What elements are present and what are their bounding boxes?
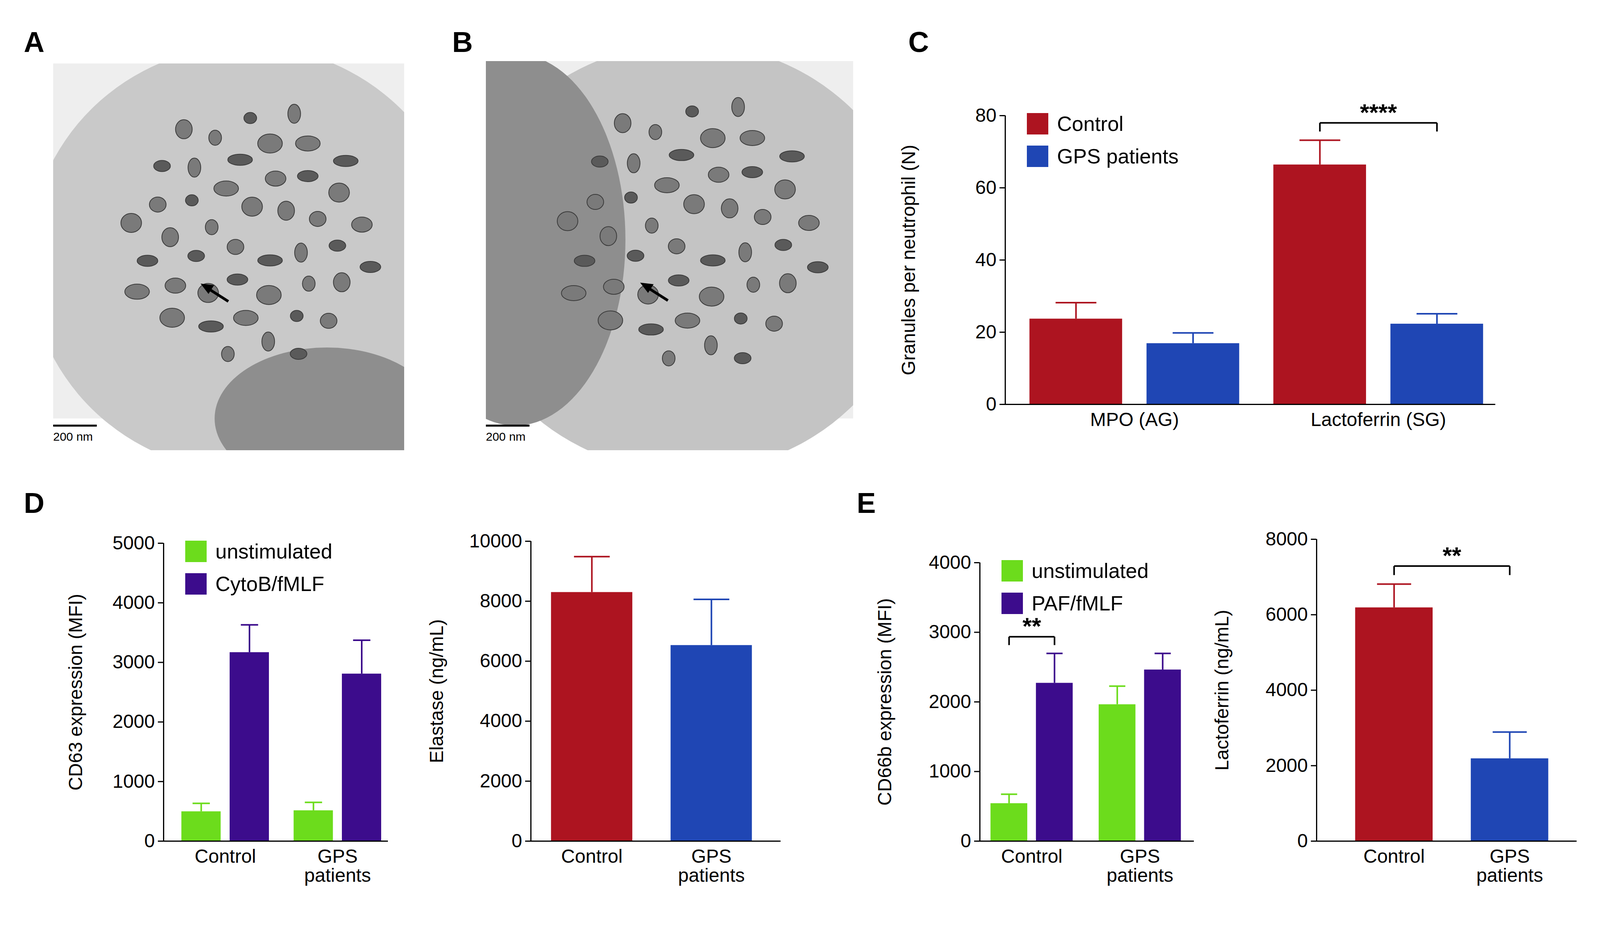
svg-text:200 nm: 200 nm bbox=[53, 429, 93, 444]
svg-text:Control: Control bbox=[1001, 845, 1063, 867]
html-text:CytoB/fMLF: CytoB/fMLF bbox=[215, 572, 325, 596]
svg-text:Lactoferrin (SG): Lactoferrin (SG) bbox=[1310, 408, 1447, 430]
svg-text:GPSpatients: GPSpatients bbox=[1476, 845, 1543, 886]
svg-text:2000: 2000 bbox=[1265, 754, 1309, 776]
svg-text:1000: 1000 bbox=[928, 760, 972, 782]
svg-text:Granules per neutrophil (N): Granules per neutrophil (N) bbox=[897, 144, 919, 376]
svg-text:CD66b expression (MFI): CD66b expression (MFI) bbox=[874, 598, 896, 806]
svg-text:2000: 2000 bbox=[928, 690, 972, 712]
svg-text:Control: Control bbox=[1363, 845, 1425, 867]
svg-text:****: **** bbox=[1360, 99, 1398, 126]
svg-text:6000: 6000 bbox=[479, 650, 523, 672]
svg-text:200 nm: 200 nm bbox=[485, 429, 526, 444]
svg-text:10000: 10000 bbox=[469, 530, 522, 552]
svg-text:Elastase (ng/mL): Elastase (ng/mL) bbox=[425, 619, 448, 764]
html-text:Control: Control bbox=[1057, 112, 1124, 136]
svg-text:CD63 expression (MFI): CD63 expression (MFI) bbox=[65, 593, 87, 791]
svg-text:5000: 5000 bbox=[112, 532, 156, 554]
svg-text:0: 0 bbox=[960, 830, 972, 852]
html-text:C: C bbox=[908, 26, 929, 58]
svg-text:GPSpatients: GPSpatients bbox=[1106, 845, 1174, 886]
svg-text:8000: 8000 bbox=[479, 590, 523, 612]
svg-text:**: ** bbox=[1442, 542, 1462, 569]
svg-text:60: 60 bbox=[975, 176, 997, 198]
svg-text:2000: 2000 bbox=[479, 770, 523, 792]
html-text:unstimulated: unstimulated bbox=[215, 539, 333, 563]
svg-text:3000: 3000 bbox=[928, 621, 972, 643]
svg-text:MPO (AG): MPO (AG) bbox=[1089, 408, 1179, 430]
svg-text:4000: 4000 bbox=[1265, 679, 1309, 701]
svg-text:Control: Control bbox=[194, 845, 257, 867]
html-text:A: A bbox=[23, 26, 45, 58]
html-text:PAF/fMLF: PAF/fMLF bbox=[1031, 591, 1123, 615]
svg-text:4000: 4000 bbox=[928, 551, 972, 573]
html-text:unstimulated: unstimulated bbox=[1031, 559, 1149, 583]
svg-text:2000: 2000 bbox=[112, 710, 156, 732]
svg-text:Control: Control bbox=[561, 845, 623, 867]
svg-text:6000: 6000 bbox=[1265, 603, 1309, 625]
svg-text:**: ** bbox=[1022, 612, 1042, 640]
svg-text:0: 0 bbox=[1297, 830, 1309, 852]
svg-text:0: 0 bbox=[511, 830, 523, 852]
svg-text:Lactoferrin (ng/mL): Lactoferrin (ng/mL) bbox=[1211, 609, 1233, 771]
html-text:GPS patients: GPS patients bbox=[1057, 144, 1179, 168]
html-text:E: E bbox=[856, 487, 876, 519]
svg-text:0: 0 bbox=[986, 393, 997, 415]
svg-text:80: 80 bbox=[975, 104, 997, 126]
svg-text:GPSpatients: GPSpatients bbox=[304, 845, 371, 886]
svg-text:4000: 4000 bbox=[479, 709, 523, 731]
svg-text:3000: 3000 bbox=[112, 651, 156, 673]
svg-text:8000: 8000 bbox=[1265, 528, 1309, 550]
svg-text:1000: 1000 bbox=[112, 770, 156, 792]
svg-text:GPSpatients: GPSpatients bbox=[678, 845, 745, 886]
svg-text:4000: 4000 bbox=[112, 591, 156, 613]
html-text:D: D bbox=[23, 487, 45, 519]
svg-text:40: 40 bbox=[975, 249, 997, 271]
html-text:B: B bbox=[452, 26, 473, 58]
svg-text:20: 20 bbox=[975, 321, 997, 343]
svg-text:0: 0 bbox=[144, 830, 156, 852]
